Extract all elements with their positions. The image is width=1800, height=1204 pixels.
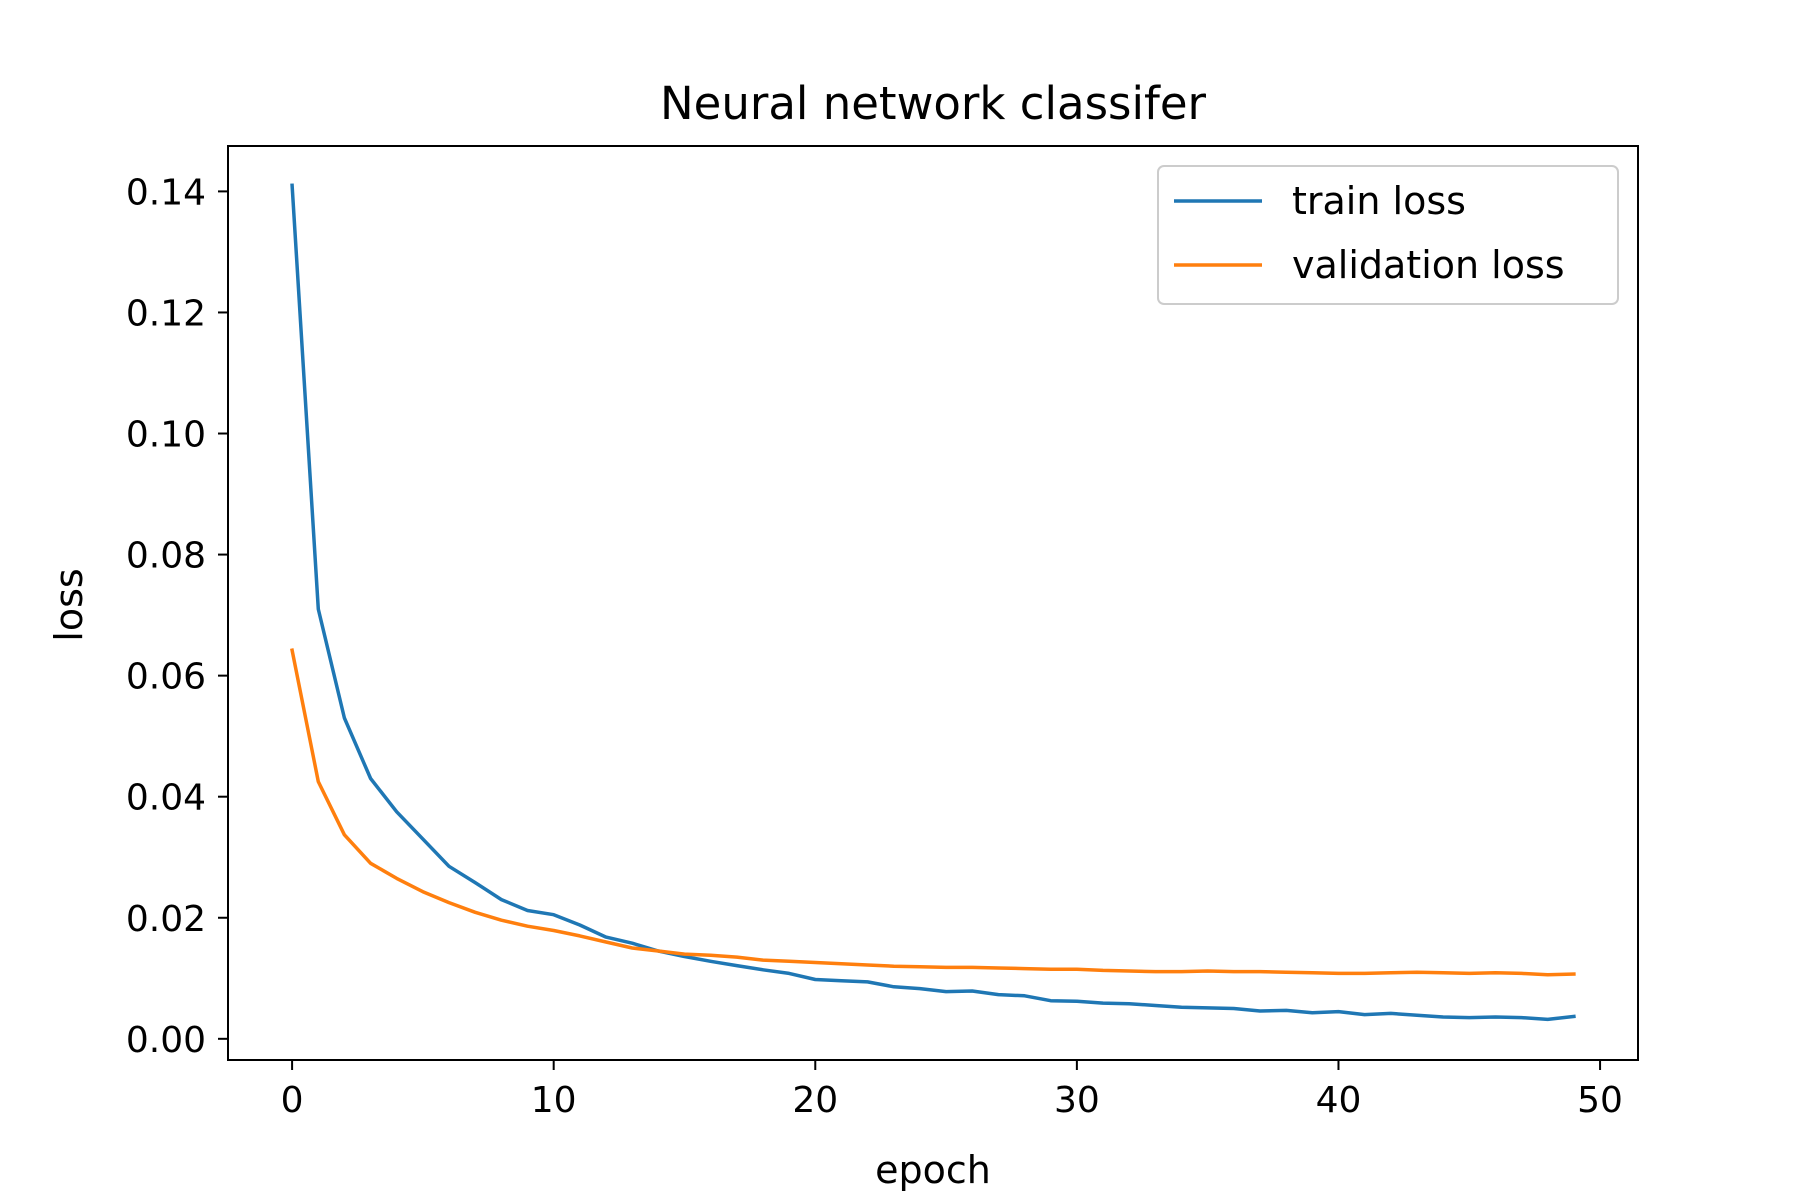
y-tick-label: 0.08 [126, 536, 206, 577]
legend-box [1157, 165, 1619, 305]
x-tick-label: 40 [1316, 1080, 1362, 1121]
legend-label-train-loss: train loss [1292, 179, 1466, 223]
series-line-validation-loss [290, 648, 1576, 977]
legend-label-validation-loss: validation loss [1292, 243, 1565, 287]
y-tick-label: 0.10 [126, 415, 206, 456]
x-tick-label: 0 [281, 1080, 304, 1121]
x-tick-label: 20 [792, 1080, 838, 1121]
plot-frame [227, 145, 1639, 1061]
x-tick-label: 50 [1577, 1080, 1623, 1121]
chart-title: Neural network classifer [660, 77, 1207, 130]
y-tick-label: 0.06 [126, 657, 206, 698]
y-tick-label: 0.02 [126, 899, 206, 940]
series-layer [290, 183, 1576, 1022]
x-axis-label: epoch [875, 1148, 991, 1192]
x-tick-label: 10 [531, 1080, 577, 1121]
y-tick-label: 0.04 [126, 778, 206, 819]
x-tick-label: 30 [1054, 1080, 1100, 1121]
series-line-train-loss [290, 183, 1576, 1022]
ticks-layer: 0 10 20 30 40 50 0.00 0.02 0.04 0.06 0.08 0.10 0.12 0… [126, 172, 1623, 1121]
y-tick-label: 0.00 [126, 1020, 206, 1061]
legend: train loss validation loss [1157, 165, 1619, 305]
y-tick-label: 0.12 [126, 293, 206, 334]
y-tick-label: 0.14 [126, 172, 206, 213]
y-axis-label: loss [47, 568, 91, 641]
